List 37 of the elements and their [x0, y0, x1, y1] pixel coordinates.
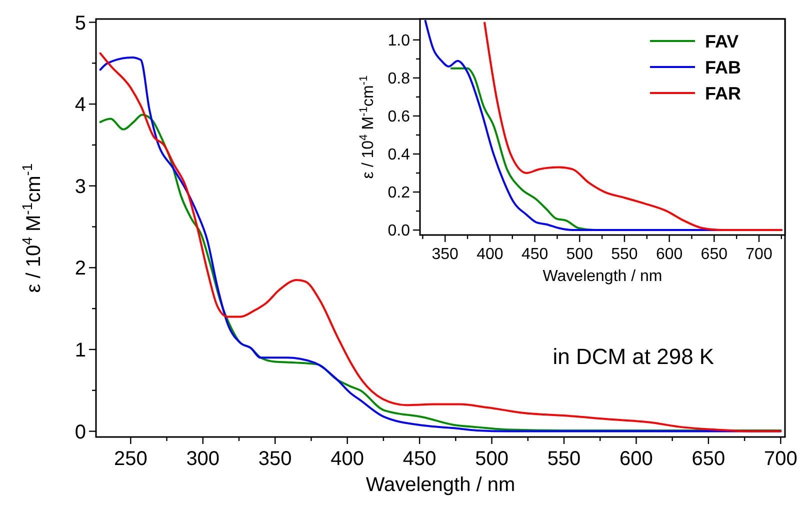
x-axis-title: Wavelength / nm [366, 474, 516, 496]
x-axis-title: Wavelength / nm [542, 268, 662, 285]
x-tick-label: 550 [547, 448, 581, 470]
x-tick-label: 600 [620, 448, 653, 470]
x-tick-label: 450 [402, 448, 436, 470]
y-tick-label: 0.6 [388, 108, 410, 126]
y-tick-label: 0.2 [388, 184, 410, 202]
x-tick-label: 500 [475, 448, 508, 470]
x-tick-label: 400 [330, 448, 364, 470]
y-tick-label: 0.8 [388, 70, 410, 88]
x-tick-label: 550 [611, 246, 638, 263]
y-tick-label: 5 [74, 12, 86, 34]
y-tick-label: 2 [74, 258, 86, 280]
x-tick-label: 350 [432, 246, 459, 263]
y-tick-label: 1.0 [388, 32, 410, 50]
annotation: in DCM at 298 K [552, 344, 714, 369]
legend-label: FAR [705, 83, 741, 104]
legend-label: FAB [705, 57, 741, 78]
x-tick-label: 500 [566, 246, 594, 263]
x-tick-label: 600 [656, 246, 683, 263]
x-tick-label: 700 [746, 246, 772, 263]
line-series [484, 22, 782, 232]
x-tick-label: 650 [700, 246, 728, 263]
y-tick-label: 1 [74, 339, 86, 362]
y-tick-label: 0.4 [388, 146, 410, 164]
x-tick-label: 650 [692, 448, 726, 470]
x-tick-label: 350 [258, 448, 292, 470]
y-tick-label: 3 [74, 176, 86, 198]
legend-label: FAV [705, 31, 739, 52]
y-tick-label: 0 [74, 421, 86, 444]
y-tick-label: 0.0 [388, 222, 410, 240]
y-tick-label: 4 [74, 94, 86, 116]
x-tick-label: 250 [114, 448, 148, 470]
x-tick-label: 400 [476, 246, 504, 263]
x-tick-label: 300 [186, 448, 220, 470]
x-tick-label: 450 [521, 246, 548, 263]
x-tick-label: 700 [764, 448, 798, 470]
